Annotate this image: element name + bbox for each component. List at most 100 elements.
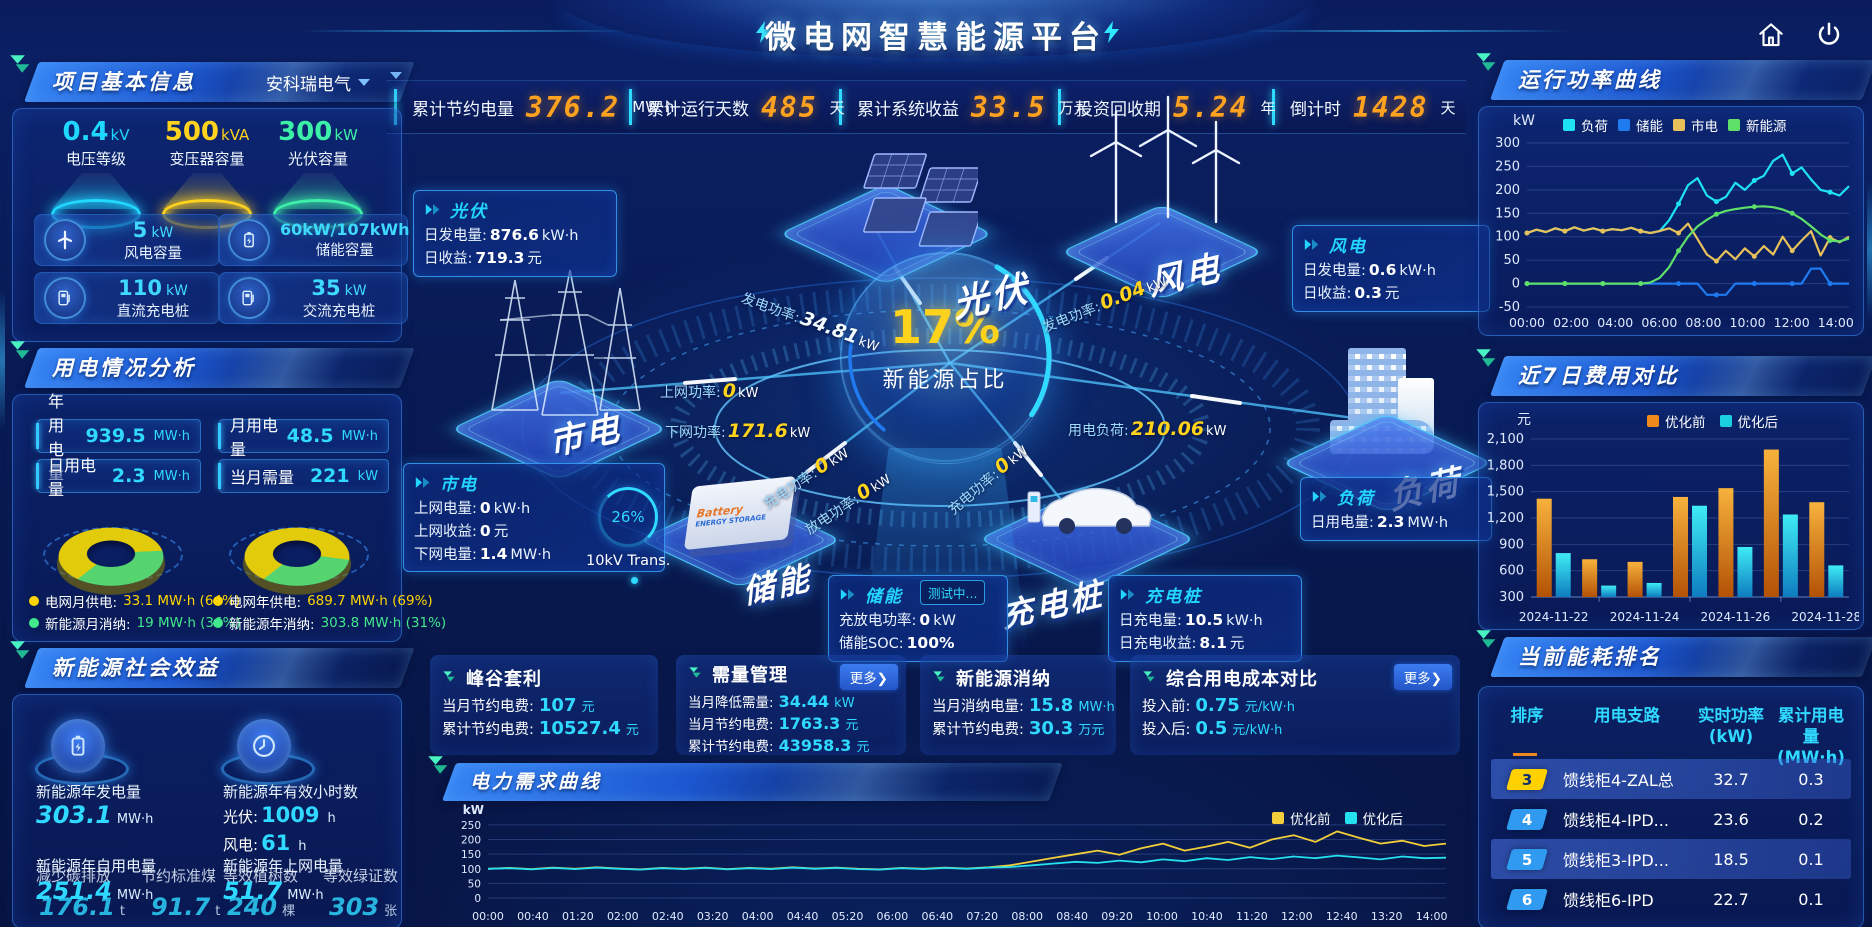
transformer-gauge-label: 10kV Trans. bbox=[586, 553, 671, 569]
legend-renew-year[interactable]: 新能源年消纳: 303.8 MW·h (31%) bbox=[213, 613, 446, 633]
svg-text:04:40: 04:40 bbox=[787, 910, 819, 923]
pedestal-transformer: 500 kVA 变压器容量 bbox=[152, 117, 262, 229]
chevrons-icon bbox=[840, 589, 855, 600]
legend-storage[interactable]: 储能 bbox=[1618, 115, 1663, 135]
svg-text:07:20: 07:20 bbox=[966, 910, 998, 923]
legend-after[interactable]: 优化后 bbox=[1719, 411, 1778, 431]
svg-text:13:20: 13:20 bbox=[1371, 910, 1403, 923]
top-header: 微电网智慧能源平台 bbox=[0, 0, 1872, 62]
kpi-profit: 累计系统收益 33.5 万元 bbox=[857, 90, 1089, 124]
svg-text:-50: -50 bbox=[1499, 300, 1520, 315]
header-line-right bbox=[1240, 30, 1570, 32]
ranking-table-header: 排序 用电支路 实时功率 (kW) 累计用电量 (MW·h) bbox=[1510, 706, 1845, 767]
scroll-indicator bbox=[1513, 753, 1537, 756]
infobox-charger: 充电桩 日充电量: 10.5 kW·h 日充电收益: 8.1 元 bbox=[1108, 575, 1302, 662]
y-axis-unit: kW bbox=[1513, 113, 1535, 129]
svg-text:1,800: 1,800 bbox=[1487, 458, 1524, 473]
chevrons-icon bbox=[1120, 589, 1135, 600]
svg-text:05:20: 05:20 bbox=[832, 910, 864, 923]
label-effective-hours: 新能源年有效小时数 bbox=[223, 783, 359, 801]
more-button[interactable]: 更多❯ bbox=[839, 664, 898, 690]
svg-text:02:00: 02:00 bbox=[607, 910, 639, 923]
legend-dot bbox=[29, 618, 39, 628]
flow-load-power: 用电负荷: 210.06 kW bbox=[1068, 418, 1227, 440]
svg-text:04:00: 04:00 bbox=[1597, 315, 1633, 330]
legend-grid-year[interactable]: 电网年供电: 689.7 MW·h (69%) bbox=[213, 591, 433, 611]
stat-day-usage: 日用电量 2.3 MW·h bbox=[36, 456, 201, 499]
svg-text:06:40: 06:40 bbox=[921, 910, 953, 923]
legend-renew-month[interactable]: 新能源月消纳: 19 MW·h (36%) bbox=[29, 613, 241, 633]
panel-runpower-title: 运行功率曲线 bbox=[1518, 68, 1662, 92]
svg-text:14:00: 14:00 bbox=[1818, 315, 1854, 330]
legend-grid[interactable]: 市电 bbox=[1673, 115, 1718, 135]
bolt-icon bbox=[1104, 21, 1119, 43]
svg-text:2024-11-26: 2024-11-26 bbox=[1701, 610, 1771, 624]
kpi-countdown: 倒计时 1428 天 bbox=[1290, 90, 1456, 124]
svg-text:2024-11-28: 2024-11-28 bbox=[1791, 610, 1859, 624]
svg-text:02:00: 02:00 bbox=[1553, 315, 1589, 330]
legend-renewable[interactable]: 新能源 bbox=[1728, 115, 1787, 135]
infobox-pv: 光伏 日发电量: 876.6 kW·h 日收益: 719.3 元 bbox=[413, 190, 617, 277]
kpi-run-days: 累计运行天数 485 天 bbox=[647, 90, 845, 124]
label-certs: 等效绿证数 bbox=[323, 867, 399, 885]
svg-text:300: 300 bbox=[1499, 590, 1524, 605]
svg-text:0: 0 bbox=[1512, 277, 1520, 292]
battery-icon bbox=[228, 219, 270, 261]
company-select[interactable]: 安科瑞电气 bbox=[266, 70, 370, 95]
label-coal: 节约标准煤 bbox=[141, 867, 217, 885]
table-row[interactable]: 5 馈线柜3-IPD... 18.5 0.1 bbox=[1491, 839, 1851, 879]
renewable-share-label: 新能源占比 bbox=[882, 368, 1008, 393]
value-trees: 240 棵 bbox=[227, 893, 296, 921]
svg-text:14:00: 14:00 bbox=[1416, 910, 1448, 923]
card-dc-charger: 110 kW 直流充电桩 bbox=[34, 272, 220, 324]
legend-after[interactable]: 优化后 bbox=[1344, 808, 1403, 828]
chevrons-icon bbox=[1304, 239, 1319, 250]
gauge-dot bbox=[630, 577, 638, 584]
svg-text:600: 600 bbox=[1499, 564, 1524, 579]
panel-runpower-body: kW 负荷 储能 市电 新能源 300 250 200 150 100 50 0 -50 00:… bbox=[1478, 106, 1864, 336]
table-row[interactable]: 4 馈线柜4-IPD... 23.6 0.2 bbox=[1491, 799, 1851, 839]
label-year-generation: 新能源年发电量 bbox=[36, 783, 142, 801]
wind-turbines-icon bbox=[1078, 72, 1248, 246]
y-axis-unit: 元 bbox=[1517, 412, 1531, 428]
label-feed-in: 新能源年上网电量 bbox=[223, 857, 344, 875]
orb-rings bbox=[838, 250, 1052, 464]
panel-peak-valley: 峰谷套利 当月节约电费: 107 元 累计节约电费: 10527.4 元 bbox=[430, 655, 658, 755]
panel-project-header: 项目基本信息 安科瑞电气 bbox=[10, 55, 415, 102]
svg-text:03:20: 03:20 bbox=[697, 910, 729, 923]
legend-before[interactable]: 优化前 bbox=[1272, 808, 1331, 828]
stat-month-demand: 当月需量 221 kW bbox=[218, 459, 389, 493]
kpi-payback: 投资回收期 5.24 年 bbox=[1076, 90, 1276, 124]
renewable-share-value: 17% bbox=[889, 300, 1001, 354]
fee-legend: 优化前 优化后 bbox=[1647, 411, 1778, 431]
svg-text:06:00: 06:00 bbox=[1641, 315, 1677, 330]
left-edge-glow bbox=[0, 290, 5, 430]
svg-text:2024-11-22: 2024-11-22 bbox=[1519, 610, 1589, 624]
label-self-use: 新能源年自用电量 bbox=[36, 857, 157, 875]
company-name: 安科瑞电气 bbox=[266, 75, 351, 95]
flow-feed-out-power: 下网功率: 171.6 kW bbox=[665, 420, 811, 442]
home-icon[interactable] bbox=[1756, 20, 1786, 50]
svg-text:kW: kW bbox=[463, 803, 484, 817]
legend-load[interactable]: 负荷 bbox=[1563, 115, 1608, 135]
value-year-generation: 303.1 MW·h bbox=[36, 801, 154, 829]
legend-before[interactable]: 优化前 bbox=[1647, 411, 1706, 431]
legend-dot bbox=[29, 596, 39, 606]
panel-ranking-header: 当前能耗排名 bbox=[1476, 630, 1872, 677]
value-co2: 176.1 t bbox=[39, 893, 126, 921]
panel-corner-icon bbox=[1476, 349, 1496, 367]
panel-demand-mgmt: 需量管理 更多❯ 当月降低需量: 34.44 kW 当月节约电费: 1763.3 元 累… bbox=[676, 655, 906, 755]
power-icon[interactable] bbox=[1814, 20, 1844, 50]
solar-panels-icon bbox=[828, 150, 983, 259]
table-row[interactable]: 3 馈线柜4-ZAL总 32.7 0.3 bbox=[1491, 759, 1851, 799]
pedestal-voltage: 0.4 kV 电压等级 bbox=[41, 117, 151, 229]
table-row[interactable]: 6 馈线柜6-IPD 22.7 0.1 bbox=[1491, 879, 1851, 919]
more-button[interactable]: 更多❯ bbox=[1393, 664, 1452, 690]
svg-text:12:00: 12:00 bbox=[1774, 315, 1810, 330]
panel-ranking-title: 当前能耗排名 bbox=[1518, 645, 1662, 669]
rank-badge: 6 bbox=[1505, 888, 1549, 910]
legend-grid-month[interactable]: 电网月供电: 33.1 MW·h (64%) bbox=[29, 591, 240, 611]
power-pylons-icon bbox=[470, 260, 650, 434]
svg-text:50: 50 bbox=[1503, 253, 1520, 268]
